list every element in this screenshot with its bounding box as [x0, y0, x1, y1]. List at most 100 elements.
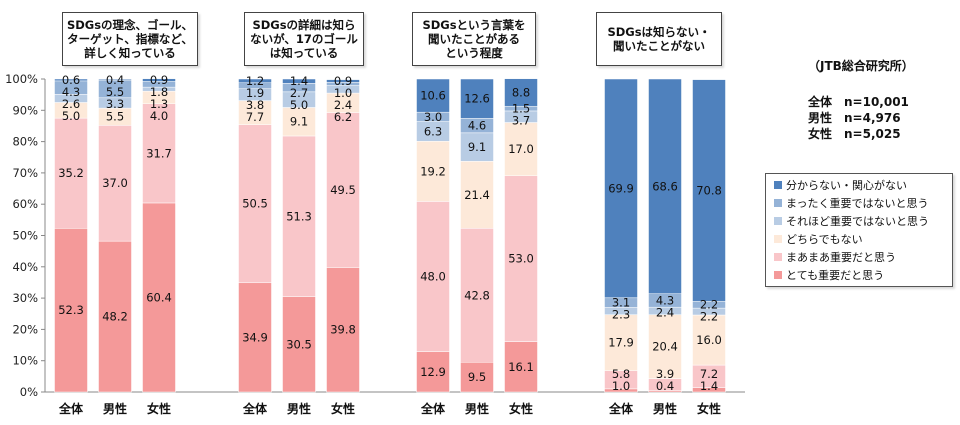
data-label: 17.9 — [608, 336, 634, 350]
legend-swatch — [774, 199, 782, 207]
data-label: 0.4 — [106, 73, 124, 87]
bar-segment — [238, 78, 272, 84]
data-label: 2.4 — [656, 305, 674, 319]
data-label: 16.1 — [508, 360, 534, 374]
legend-label: まったく重要ではないと思う — [786, 197, 929, 210]
data-label: 9.1 — [290, 115, 308, 129]
legend-swatch — [774, 217, 782, 225]
data-label: 12.9 — [420, 365, 446, 379]
bar-segment — [692, 79, 726, 302]
y-tick-label: 100% — [5, 72, 38, 86]
data-label: 1.4 — [700, 379, 718, 393]
data-label: 53.0 — [508, 252, 534, 266]
bar-segment — [142, 202, 176, 393]
data-label: 0.4 — [656, 379, 674, 393]
bar-segment — [326, 267, 360, 393]
bar-segment — [416, 201, 450, 352]
legend-item: どちらでもない — [774, 230, 952, 248]
data-label: 1.0 — [334, 86, 352, 100]
legend-label: まあまあ重要だと思う — [786, 251, 896, 264]
legend-item: まあまあ重要だと思う — [774, 248, 952, 266]
category-label: 全体 — [608, 401, 634, 416]
legend-item: とても重要だと思う — [774, 266, 952, 284]
data-label: 5.5 — [106, 110, 124, 124]
bar-segment — [504, 122, 538, 176]
panel-title-1: SDGsの理念、ゴール、 ターゲット、指標など、 詳しく知っている — [62, 12, 198, 66]
y-tick-label: 10% — [12, 354, 38, 368]
data-label: 39.8 — [330, 323, 356, 337]
legend-item: それほど重要ではないと思う — [774, 212, 952, 230]
bar-segment — [54, 78, 88, 82]
bar-segment — [282, 296, 316, 393]
category-label: 男性 — [465, 401, 489, 416]
data-label: 30.5 — [286, 337, 312, 351]
data-label: 12.6 — [464, 92, 490, 106]
category-label: 男性 — [653, 401, 677, 416]
bar-segment — [98, 240, 132, 393]
data-label: 5.5 — [106, 85, 124, 99]
data-label: 35.2 — [58, 166, 84, 180]
legend-label: それほど重要ではないと思う — [786, 215, 929, 228]
data-label: 48.2 — [102, 310, 128, 324]
data-label: 3.3 — [106, 97, 124, 111]
y-tick-label: 20% — [12, 322, 38, 336]
bar-segment — [238, 282, 272, 393]
bar-segment — [142, 78, 176, 82]
chart-legend: 分からない・関心がない まったく重要ではないと思う それほど重要ではないと思う … — [765, 173, 953, 287]
data-label: 1.9 — [246, 86, 264, 100]
data-label: 1.4 — [290, 74, 308, 88]
y-tick-label: 0% — [20, 385, 38, 399]
data-label: 37.0 — [102, 176, 128, 190]
bar-segment — [326, 112, 360, 268]
data-label: 4.6 — [468, 119, 486, 133]
panel-title-2: SDGsの詳細は知ら ないが、17のゴール は知っている — [244, 12, 364, 66]
legend-swatch — [774, 235, 782, 243]
data-label: 1.2 — [246, 74, 264, 88]
panel-title-4: SDGsは知らない・ 聞いたことがない — [596, 12, 722, 66]
category-label: 男性 — [287, 401, 311, 416]
bar-segment — [692, 314, 726, 366]
bar-segment — [282, 107, 316, 137]
y-tick-label: 70% — [12, 166, 38, 180]
data-label: 31.7 — [146, 146, 172, 160]
category-label: 女性 — [509, 401, 533, 416]
bar-segment — [282, 78, 316, 84]
data-label: 49.5 — [330, 183, 356, 197]
data-label: 4.0 — [150, 109, 168, 123]
data-label: 1.3 — [150, 97, 168, 111]
legend-swatch — [774, 181, 782, 189]
data-label: 5.0 — [290, 98, 308, 112]
legend-swatch — [774, 253, 782, 261]
data-label: 1.8 — [150, 85, 168, 99]
data-label: 2.2 — [700, 298, 718, 312]
sample-size-male: 男性 n=4,976 — [808, 111, 901, 125]
legend-label: とても重要だと思う — [786, 269, 885, 282]
data-label: 70.8 — [696, 183, 722, 197]
legend-label: 分からない・関心がない — [786, 179, 907, 192]
data-label: 17.0 — [508, 142, 534, 156]
data-label: 7.7 — [246, 110, 264, 124]
category-label: 男性 — [103, 401, 127, 416]
data-label: 2.3 — [612, 308, 630, 322]
y-tick-label: 80% — [12, 135, 38, 149]
sample-size-female: 女性 n=5,025 — [808, 127, 901, 141]
bar-segment — [604, 78, 638, 299]
bar-segment — [142, 103, 176, 204]
data-label: 68.6 — [652, 179, 678, 193]
bar-segment — [460, 161, 494, 229]
category-label: 全体 — [242, 401, 268, 416]
data-label: 3.7 — [512, 114, 530, 128]
data-label: 16.0 — [696, 333, 722, 347]
legend-item: 分からない・関心がない — [774, 176, 952, 194]
data-label: 0.9 — [334, 74, 352, 88]
data-label: 6.3 — [424, 124, 442, 138]
legend-item: まったく重要ではないと思う — [774, 194, 952, 212]
bar-segment — [98, 79, 132, 81]
bar-segment — [504, 175, 538, 342]
legend-swatch — [774, 271, 782, 279]
panel-title-3: SDGsという言葉を 聞いたことがある という程度 — [412, 12, 536, 66]
y-tick-label: 90% — [12, 103, 38, 117]
data-label: 3.9 — [656, 367, 674, 381]
data-label: 1.5 — [512, 102, 530, 116]
bar-segment — [504, 341, 538, 393]
